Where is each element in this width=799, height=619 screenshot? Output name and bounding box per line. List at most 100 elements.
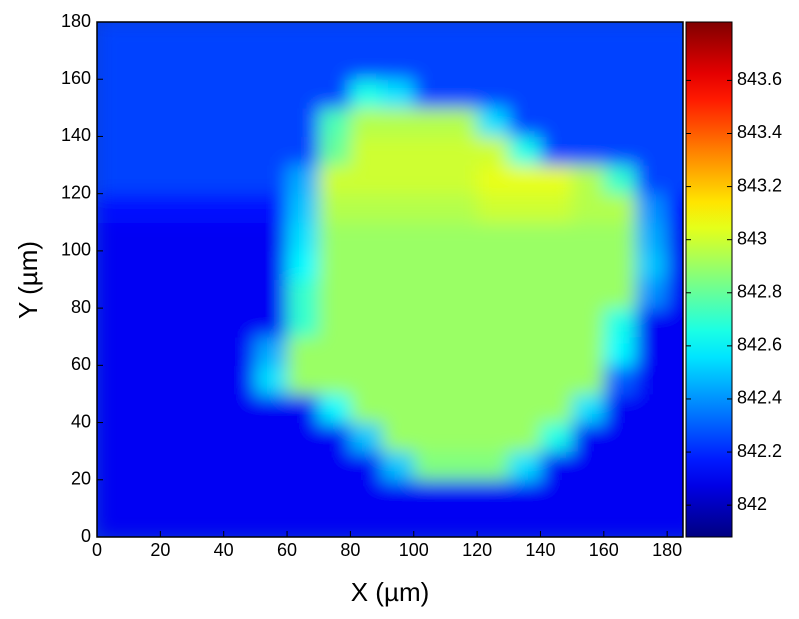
heatmap-cell — [413, 393, 446, 424]
heatmap-cell — [255, 222, 288, 252]
heatmap-cell — [603, 222, 636, 252]
heatmap-cell — [318, 165, 351, 195]
heatmap-cell — [382, 422, 415, 452]
heatmap-cell — [287, 279, 320, 309]
heatmap-cell — [223, 279, 256, 309]
heatmap-cell — [572, 50, 605, 80]
heatmap-cell — [667, 393, 683, 424]
heatmap-cell — [255, 393, 288, 424]
heatmap — [97, 22, 683, 537]
heatmap-cell — [508, 79, 541, 109]
heatmap-cell — [445, 193, 478, 223]
heatmap-cell — [540, 365, 573, 395]
heatmap-cell — [445, 136, 478, 166]
heatmap-cell — [97, 451, 130, 481]
heatmap-cell — [477, 365, 510, 395]
heatmap-cell — [160, 107, 193, 137]
heatmap-cell — [255, 479, 288, 509]
heatmap-cell — [160, 479, 193, 509]
heatmap-cell — [540, 136, 573, 166]
heatmap-cell — [255, 193, 288, 223]
heatmap-cell — [160, 336, 193, 366]
heatmap-cell — [318, 479, 351, 509]
heatmap-cell — [97, 336, 130, 366]
heatmap-cell — [477, 422, 510, 452]
heatmap-cell — [192, 193, 225, 223]
heatmap-cell — [635, 393, 668, 424]
heatmap-cell — [477, 451, 510, 481]
heatmap-cell — [160, 308, 193, 338]
heatmap-cell — [508, 222, 541, 252]
heatmap-cell — [318, 451, 351, 481]
heatmap-cell — [667, 365, 683, 395]
heatmap-cell — [572, 165, 605, 195]
x-tick-label: 80 — [340, 540, 360, 560]
heatmap-cell — [128, 79, 161, 109]
heatmap-cell — [128, 107, 161, 137]
heatmap-cell — [160, 222, 193, 252]
heatmap-cell — [667, 279, 683, 309]
y-tick-label: 180 — [61, 11, 91, 31]
heatmap-cell — [192, 393, 225, 424]
heatmap-cell — [350, 193, 383, 223]
heatmap-cell — [255, 508, 288, 537]
heatmap-cell — [540, 50, 573, 80]
heatmap-cell — [97, 422, 130, 452]
heatmap-cell — [477, 479, 510, 509]
heatmap-cell — [350, 308, 383, 338]
heatmap-cell — [128, 22, 161, 52]
heatmap-cell — [255, 107, 288, 137]
heatmap-cell — [603, 308, 636, 338]
heatmap-cell — [382, 393, 415, 424]
heatmap-cell — [382, 479, 415, 509]
heatmap-cell — [603, 79, 636, 109]
heatmap-cell — [445, 107, 478, 137]
heatmap-cell — [287, 336, 320, 366]
heatmap-cell — [413, 422, 446, 452]
heatmap-cell — [445, 279, 478, 309]
heatmap-cell — [128, 308, 161, 338]
heatmap-cell — [160, 50, 193, 80]
heatmap-cell — [318, 393, 351, 424]
heatmap-cell — [667, 193, 683, 223]
heatmap-cell — [382, 136, 415, 166]
heatmap-cell — [128, 136, 161, 166]
heatmap-cell — [413, 479, 446, 509]
heatmap-cell — [382, 336, 415, 366]
heatmap-cell — [160, 79, 193, 109]
heatmap-cell — [255, 279, 288, 309]
heatmap-cell — [318, 308, 351, 338]
heatmap-cell — [382, 308, 415, 338]
heatmap-cell — [97, 22, 130, 52]
heatmap-cell — [413, 193, 446, 223]
heatmap-cell — [667, 165, 683, 195]
heatmap-cell — [477, 107, 510, 137]
heatmap-cell — [477, 336, 510, 366]
heatmap-cell — [192, 308, 225, 338]
heatmap-cell — [635, 336, 668, 366]
heatmap-cell — [97, 279, 130, 309]
heatmap-cell — [635, 165, 668, 195]
heatmap-cell — [223, 250, 256, 280]
heatmap-cell — [287, 165, 320, 195]
heatmap-cell — [477, 79, 510, 109]
heatmap-cell — [350, 365, 383, 395]
heatmap-cell — [160, 136, 193, 166]
heatmap-cell — [192, 79, 225, 109]
heatmap-cell — [128, 193, 161, 223]
heatmap-cell — [540, 479, 573, 509]
heatmap-cell — [635, 222, 668, 252]
heatmap-cell — [667, 107, 683, 137]
heatmap-cell — [255, 79, 288, 109]
heatmap-cell — [255, 308, 288, 338]
heatmap-cell — [635, 479, 668, 509]
heatmap-cell — [192, 422, 225, 452]
heatmap-cell — [350, 107, 383, 137]
heatmap-cell — [477, 50, 510, 80]
heatmap-cell — [160, 193, 193, 223]
heatmap-cell — [192, 165, 225, 195]
heatmap-cell — [413, 22, 446, 52]
heatmap-cell — [223, 336, 256, 366]
heatmap-cell — [223, 308, 256, 338]
heatmap-cell — [192, 222, 225, 252]
